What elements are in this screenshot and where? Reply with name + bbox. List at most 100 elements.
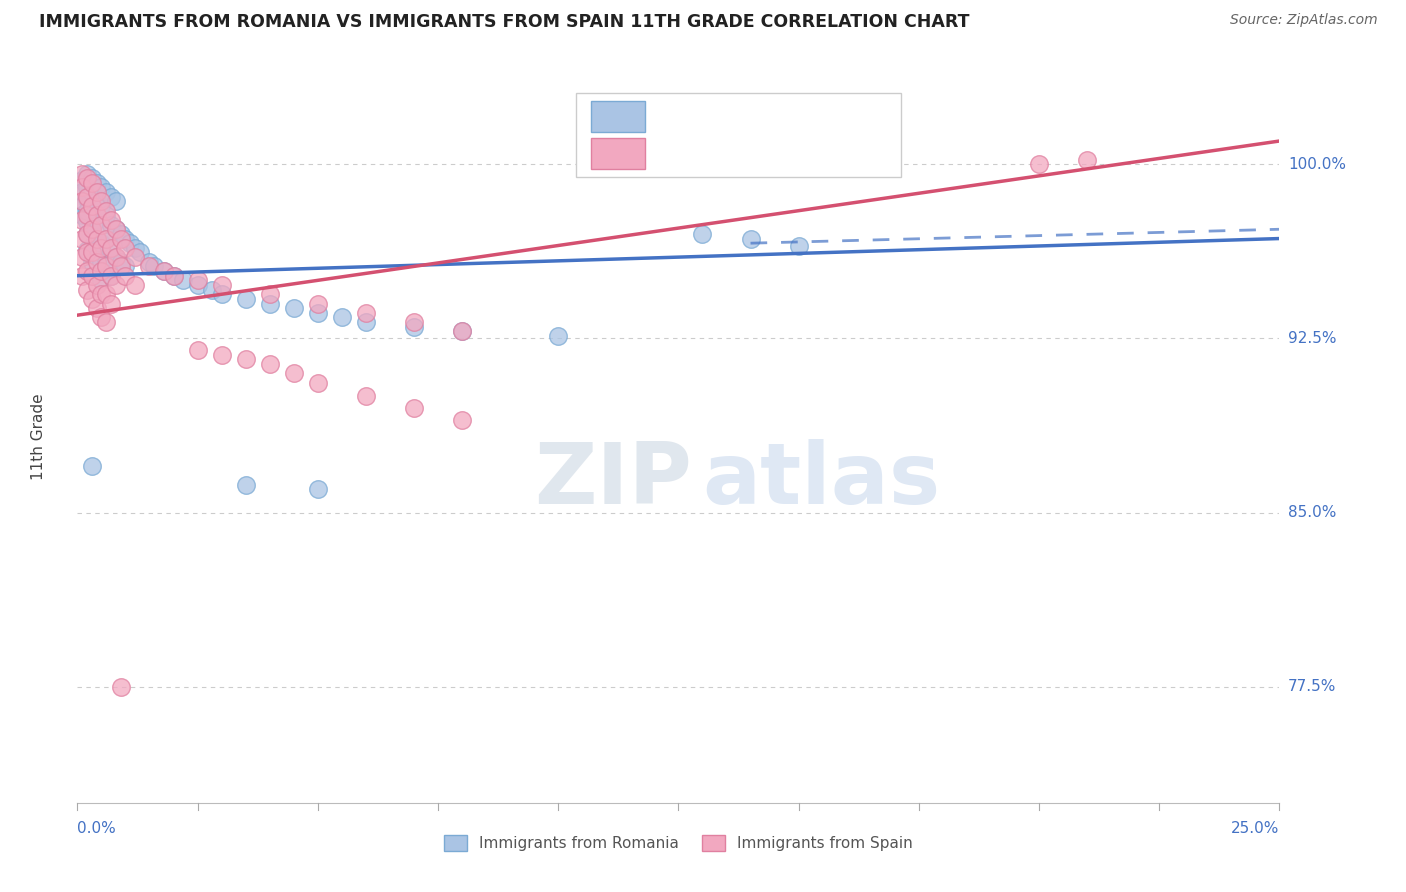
Point (86, 194, 108, 209)
Point (76, 208, 98, 222)
Point (110, 231, 132, 245)
Point (114, 268, 136, 283)
Point (100, 190, 122, 204)
Point (259, 357, 281, 371)
Point (90, 273, 112, 287)
Point (402, 315, 425, 329)
Point (114, 231, 136, 245)
Text: 92.5%: 92.5% (1288, 331, 1336, 346)
Point (307, 483, 329, 497)
Point (138, 254, 160, 268)
Point (211, 348, 233, 362)
Point (235, 477, 257, 491)
Point (76, 203, 98, 218)
Point (80, 171, 103, 186)
Point (76, 215, 98, 229)
Point (70, 231, 93, 245)
Point (100, 213, 122, 227)
Point (104, 194, 127, 209)
Point (76, 227, 98, 241)
Point (80, 268, 103, 283)
Point (90, 236, 112, 251)
Point (80, 292, 103, 306)
Point (235, 292, 257, 306)
Point (110, 680, 132, 694)
Point (70, 194, 93, 209)
Point (86, 176, 108, 190)
Point (1028, 157, 1050, 171)
Point (259, 296, 281, 310)
Point (283, 366, 305, 380)
Point (70, 208, 93, 222)
Point (70, 250, 93, 264)
Legend: Immigrants from Romania, Immigrants from Spain: Immigrants from Romania, Immigrants from… (437, 830, 920, 857)
Point (96, 260, 118, 274)
Point (76, 190, 98, 204)
Point (86, 213, 108, 227)
Point (100, 296, 122, 310)
Point (80, 459, 103, 474)
Point (100, 268, 122, 283)
Point (138, 260, 160, 274)
Point (70, 167, 93, 181)
Point (86, 208, 108, 222)
Point (402, 401, 425, 415)
Point (90, 194, 112, 209)
Point (80, 222, 103, 236)
Point (96, 254, 118, 268)
Point (90, 254, 112, 268)
Point (80, 176, 103, 190)
Point (76, 227, 98, 241)
Point (114, 241, 136, 255)
Point (124, 250, 146, 264)
Point (70, 268, 93, 283)
Point (70, 213, 93, 227)
Point (120, 236, 142, 251)
Point (76, 264, 98, 278)
Point (86, 301, 108, 316)
FancyBboxPatch shape (576, 94, 901, 178)
Point (153, 264, 176, 278)
Point (80, 254, 103, 268)
Point (100, 218, 122, 232)
Point (96, 231, 118, 245)
Point (547, 329, 569, 343)
Point (100, 243, 122, 257)
Point (114, 260, 136, 274)
Point (110, 254, 132, 268)
FancyBboxPatch shape (591, 138, 645, 169)
Text: N = 69: N = 69 (786, 108, 849, 126)
Point (307, 376, 329, 390)
Point (96, 208, 118, 222)
Point (80, 245, 103, 260)
Point (354, 306, 377, 320)
Text: ZIP: ZIP (534, 440, 692, 523)
Point (143, 260, 166, 274)
Point (90, 287, 112, 301)
Point (70, 199, 93, 213)
Text: IMMIGRANTS FROM ROMANIA VS IMMIGRANTS FROM SPAIN 11TH GRADE CORRELATION CHART: IMMIGRANTS FROM ROMANIA VS IMMIGRANTS FR… (39, 13, 970, 31)
Point (90, 241, 112, 255)
Text: 100.0%: 100.0% (1288, 157, 1346, 172)
Text: 11th Grade: 11th Grade (31, 393, 46, 481)
Point (76, 180, 98, 194)
Text: 0.0%: 0.0% (77, 821, 117, 836)
Point (162, 268, 184, 283)
Point (96, 315, 118, 329)
Point (100, 241, 122, 255)
Point (162, 268, 184, 283)
Point (100, 268, 122, 283)
Point (186, 343, 209, 357)
Point (307, 306, 329, 320)
Point (283, 301, 305, 316)
Point (90, 310, 112, 325)
Point (86, 277, 108, 292)
Point (307, 296, 329, 310)
Point (80, 203, 103, 218)
Point (86, 231, 108, 245)
Point (124, 241, 146, 255)
Point (76, 192, 98, 206)
Point (235, 352, 257, 367)
Text: 77.5%: 77.5% (1288, 679, 1336, 694)
Point (128, 245, 150, 260)
